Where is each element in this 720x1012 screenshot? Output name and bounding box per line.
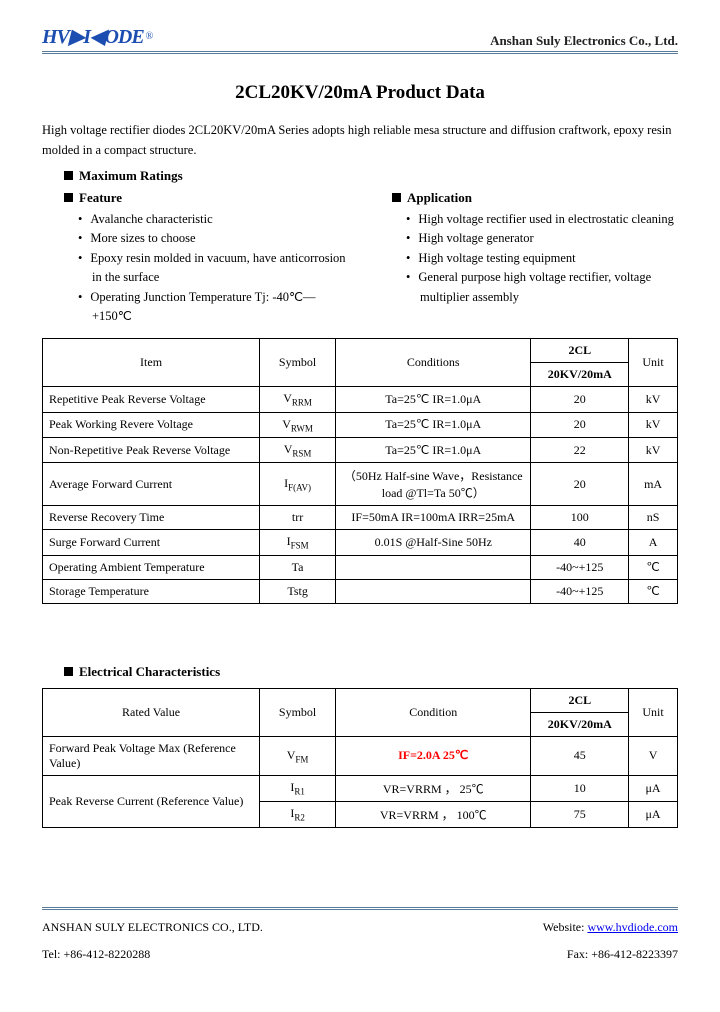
electrical-table: Rated ValueSymbolCondition2CLUnit20KV/20…: [42, 688, 678, 828]
square-bullet-icon: [64, 193, 73, 202]
logo-reg: ®: [146, 31, 154, 42]
feature-list: Avalanche characteristicMore sizes to ch…: [42, 210, 350, 326]
square-bullet-icon: [392, 193, 401, 202]
list-item: High voltage generator: [406, 229, 678, 248]
square-bullet-icon: [64, 667, 73, 676]
website-link[interactable]: www.hvdiode.com: [587, 920, 678, 934]
feature-column: Feature Avalanche characteristicMore siz…: [42, 188, 350, 326]
max-ratings-label: Maximum Ratings: [79, 168, 183, 183]
max-ratings-heading: Maximum Ratings: [64, 168, 678, 184]
application-list: High voltage rectifier used in electrost…: [370, 210, 678, 307]
intro-text: High voltage rectifier diodes 2CL20KV/20…: [42, 120, 678, 160]
electrical-heading: Electrical Characteristics: [64, 664, 678, 680]
logo: HV▶I◀ODE ®: [42, 24, 153, 49]
footer-fax: Fax: +86-412-8223397: [567, 947, 678, 962]
max-ratings-table: ItemSymbolConditions2CLUnit20KV/20mARepe…: [42, 338, 678, 604]
list-item: Avalanche characteristic: [78, 210, 350, 229]
footer-website: Website: www.hvdiode.com: [543, 920, 678, 935]
company-name: Anshan Suly Electronics Co., Ltd.: [490, 33, 678, 49]
list-item: High voltage rectifier used in electrost…: [406, 210, 678, 229]
logo-text: HV▶I◀ODE: [42, 24, 144, 49]
page-footer: ANSHAN SULY ELECTRONICS CO., LTD. Websit…: [42, 907, 678, 974]
square-bullet-icon: [64, 171, 73, 180]
list-item: Epoxy resin molded in vacuum, have antic…: [78, 249, 350, 288]
feature-heading: Feature: [79, 190, 122, 205]
list-item: General purpose high voltage rectifier, …: [406, 268, 678, 307]
application-heading: Application: [407, 190, 472, 205]
footer-company: ANSHAN SULY ELECTRONICS CO., LTD.: [42, 920, 263, 935]
list-item: More sizes to choose: [78, 229, 350, 248]
electrical-label: Electrical Characteristics: [79, 664, 220, 679]
page-header: HV▶I◀ODE ® Anshan Suly Electronics Co., …: [42, 24, 678, 54]
page-title: 2CL20KV/20mA Product Data: [42, 82, 678, 104]
list-item: Operating Junction Temperature Tj: -40℃—…: [78, 288, 350, 327]
application-column: Application High voltage rectifier used …: [370, 188, 678, 326]
footer-tel: Tel: +86-412-8220288: [42, 947, 150, 962]
list-item: High voltage testing equipment: [406, 249, 678, 268]
